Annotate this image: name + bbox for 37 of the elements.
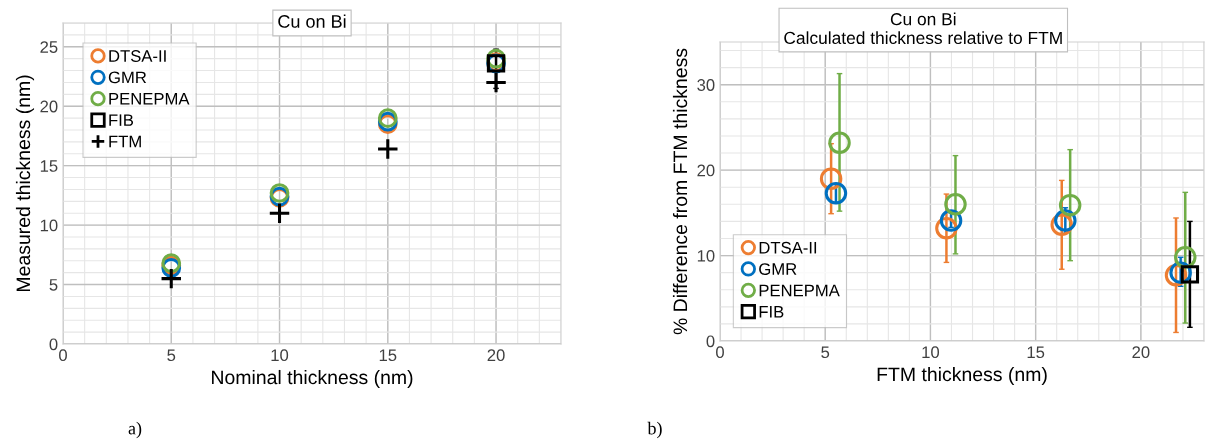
x-tick-label: 0 (59, 349, 67, 362)
legend-label: FIB (759, 306, 784, 318)
y-tick-label: 15 (40, 160, 58, 172)
y-tick-label: 10 (40, 219, 58, 232)
y-tick-label: 10 (697, 249, 715, 262)
legend-label: FIB (109, 114, 134, 126)
x-tick-label: 10 (271, 349, 289, 362)
y-axis-title: Measured thickness (nm) (15, 75, 35, 292)
x-tick-label: 20 (487, 349, 505, 362)
x-axis-title: FTM thickness (nm) (877, 366, 1047, 386)
y-tick-label: 0 (49, 338, 58, 351)
y-tick-label: 0 (706, 335, 715, 348)
y-axis-title: % Difference from FTM thickness (672, 48, 688, 335)
x-tick-label: 0 (716, 346, 724, 359)
x-tick-label: 15 (1027, 346, 1045, 359)
y-tick-label: 20 (697, 164, 715, 177)
x-tick-label: 15 (379, 349, 397, 362)
text: a) (128, 421, 142, 439)
x-axis-title: Nominal thickness (nm) (212, 369, 413, 389)
x-tick-label: 5 (821, 346, 830, 359)
x-tick-label: 5 (167, 349, 176, 362)
legend-label: DTSA-II (759, 241, 817, 254)
x-tick-label: 20 (1132, 346, 1150, 359)
legend-label: GMR (759, 263, 797, 275)
legend-label: PENEPMA (759, 284, 840, 297)
legend-label: PENEPMA (109, 93, 190, 105)
y-tick-label: 20 (40, 100, 58, 113)
legend-label: GMR (108, 71, 147, 84)
legend-label: DTSA-II (109, 50, 166, 62)
y-tick-label: 30 (697, 79, 715, 91)
text: b) (647, 421, 662, 439)
legend-label: FTM (109, 135, 141, 148)
y-tick-label: 5 (49, 279, 58, 291)
x-tick-label: 10 (922, 346, 940, 359)
chart-title: Cu on Bi (278, 14, 346, 28)
y-tick-label: 25 (40, 41, 58, 53)
chart-title: Cu on Bi Calculated thickness relative to FTM (784, 12, 1062, 45)
